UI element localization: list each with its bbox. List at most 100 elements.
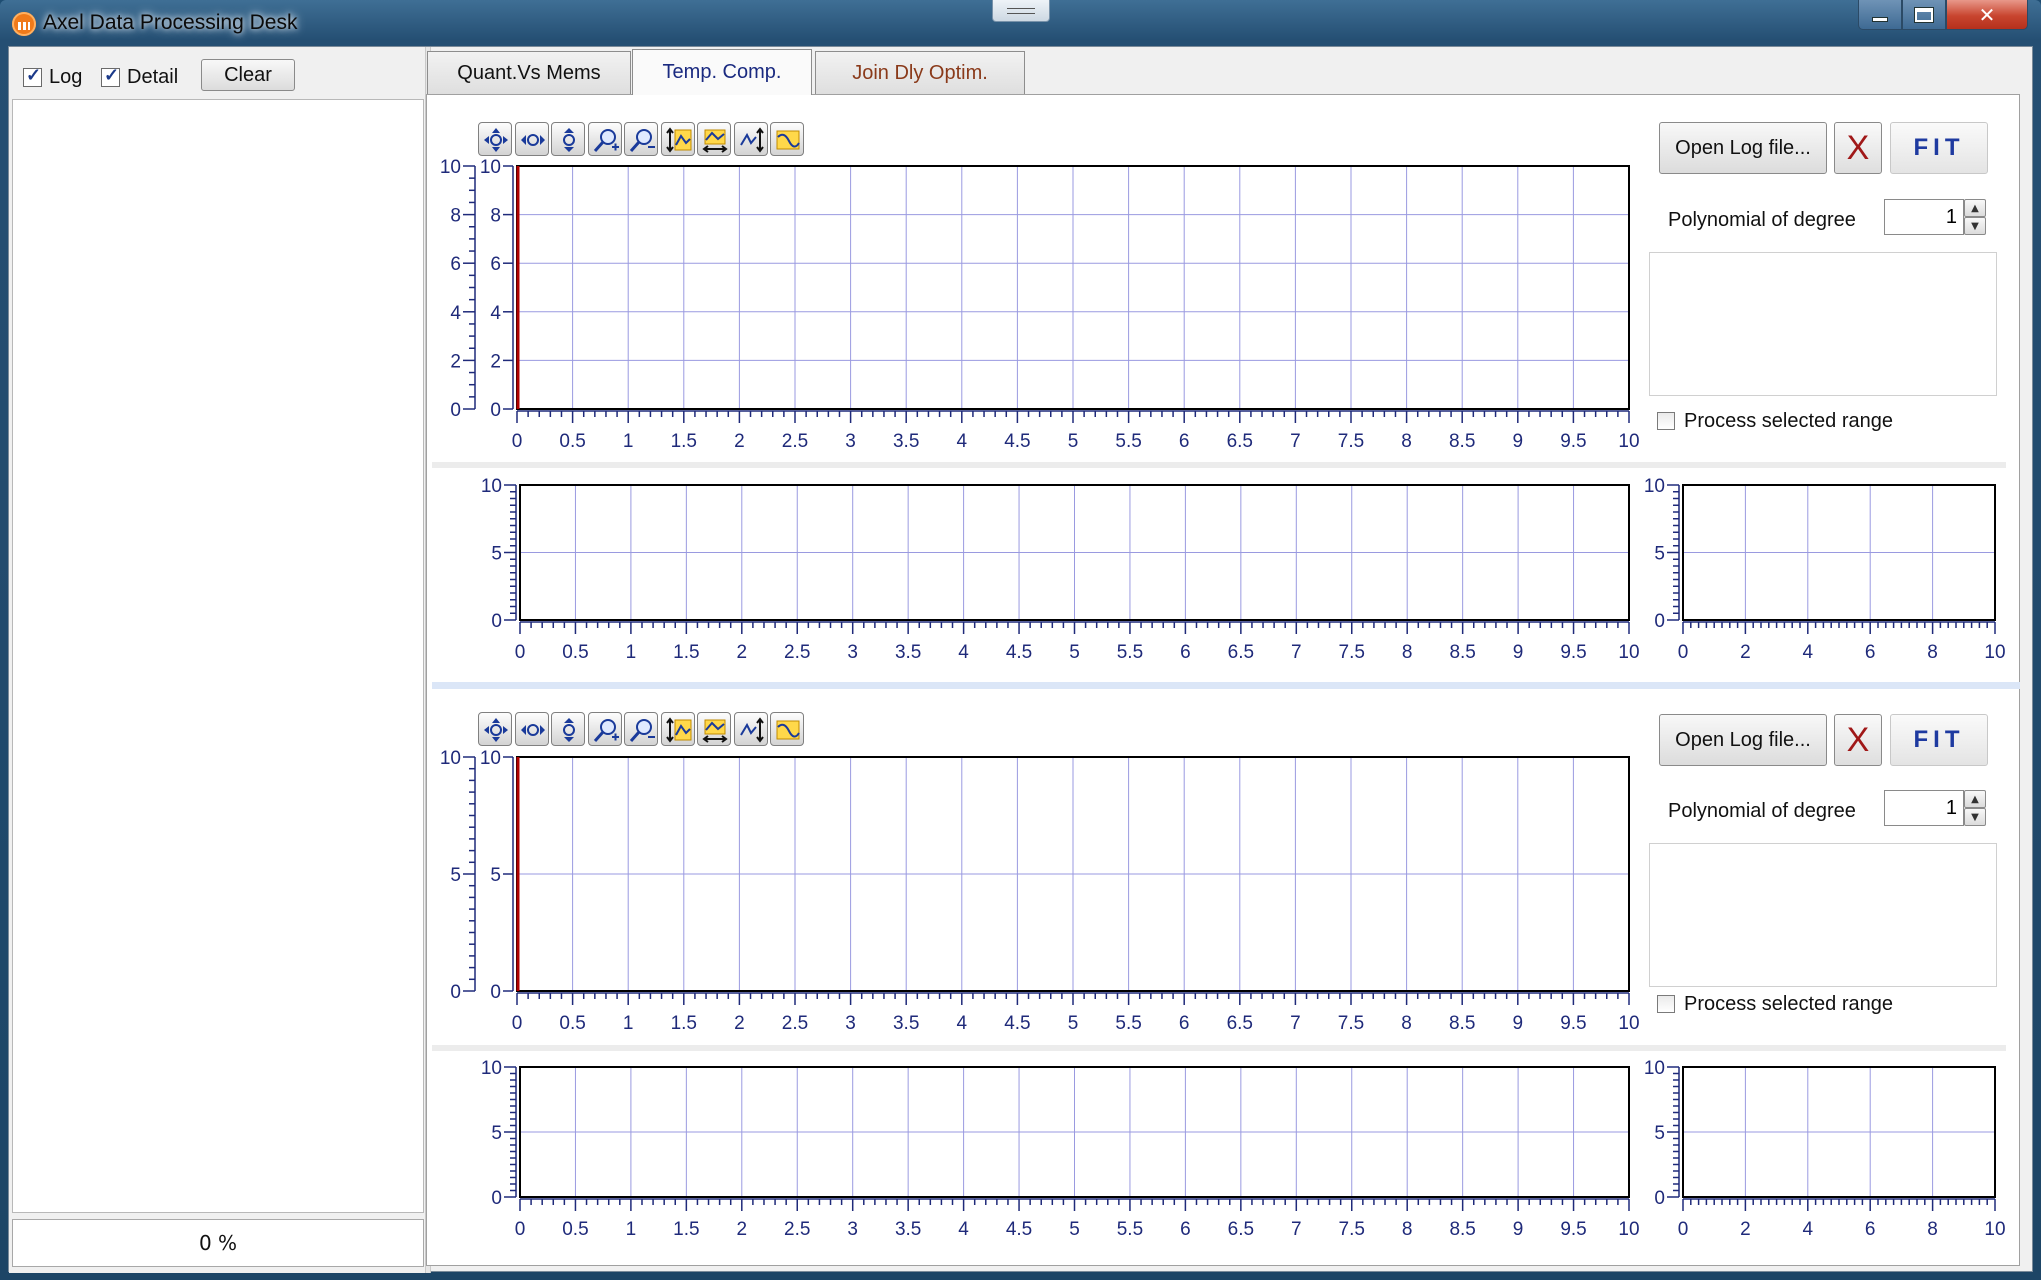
x-tick-label: 9 bbox=[1513, 642, 1524, 663]
clear-button[interactable]: Clear bbox=[201, 59, 295, 91]
tab-quant-vs-mems[interactable]: Quant.Vs Mems bbox=[427, 51, 631, 95]
polynomial-degree-input[interactable]: 1 bbox=[1884, 199, 1964, 235]
y2-tick-label: 0 bbox=[490, 982, 501, 1003]
stepper-up-icon[interactable]: ▲ bbox=[1964, 199, 1986, 217]
section-divider bbox=[432, 462, 2006, 468]
zoom-out-icon[interactable] bbox=[624, 712, 658, 746]
log-checkbox-box[interactable] bbox=[23, 65, 42, 87]
x-tick-label: 5.5 bbox=[1115, 1013, 1141, 1034]
pan-horizontal-icon[interactable] bbox=[514, 712, 549, 746]
fit-results-list[interactable] bbox=[1649, 252, 1997, 396]
title-bar[interactable]: Axel Data Processing Desk ✕ bbox=[0, 0, 2041, 46]
x-tick-label: 6.5 bbox=[1227, 431, 1253, 452]
stepper-down-icon[interactable]: ▼ bbox=[1964, 217, 1986, 235]
x-tick-label: 3.5 bbox=[895, 1219, 921, 1240]
x-tick-label: 5 bbox=[1068, 1013, 1079, 1034]
progress-indicator: 0 % bbox=[12, 1219, 424, 1267]
y2-tick-label: 8 bbox=[490, 206, 501, 227]
y2-tick-label: 5 bbox=[490, 865, 501, 886]
x-tick-label: 1 bbox=[623, 1013, 634, 1034]
x-tick-label: 3 bbox=[845, 431, 856, 452]
fit-all-icon[interactable] bbox=[733, 122, 768, 156]
fit-horizontal-icon[interactable] bbox=[697, 712, 731, 746]
pan-horizontal-icon[interactable] bbox=[514, 122, 549, 156]
y-tick-label: 10 bbox=[1644, 1058, 1665, 1079]
process-selected-range-checkbox[interactable] bbox=[1657, 995, 1675, 1013]
x-tick-label: 9.5 bbox=[1560, 431, 1586, 452]
x-tick-label: 0 bbox=[512, 1013, 523, 1034]
maximize-button[interactable] bbox=[1902, 0, 1946, 30]
y-tick-label: 10 bbox=[1644, 476, 1665, 497]
polynomial-degree-input[interactable]: 1 bbox=[1884, 790, 1964, 826]
fit-vertical-icon[interactable] bbox=[660, 122, 695, 156]
process-selected-range-label: Process selected range bbox=[1684, 410, 1894, 432]
y-tick-label: 5 bbox=[491, 544, 502, 565]
open-log-file-button[interactable]: Open Log file... bbox=[1659, 714, 1827, 766]
pan-icon[interactable] bbox=[478, 122, 512, 156]
x-tick-label: 6 bbox=[1179, 1013, 1190, 1034]
x-tick-label: 9.5 bbox=[1560, 1013, 1586, 1034]
y-tick-label: 0 bbox=[1654, 1188, 1665, 1209]
x-tick-label: 9 bbox=[1513, 1013, 1524, 1034]
detail-checkbox-box[interactable] bbox=[101, 65, 120, 87]
polynomial-degree-stepper[interactable]: ▲ ▼ bbox=[1964, 199, 1986, 235]
y-tick-label: 5 bbox=[491, 1123, 502, 1144]
minimize-icon bbox=[1872, 17, 1888, 22]
y-tick-label: 2 bbox=[450, 351, 461, 372]
select-curve-icon[interactable] bbox=[770, 122, 804, 156]
detail-checkbox[interactable]: Detail bbox=[101, 65, 179, 89]
fit-button[interactable]: FIT bbox=[1890, 714, 1988, 766]
drag-grip-icon[interactable] bbox=[992, 0, 1050, 22]
zoom-in-icon[interactable] bbox=[587, 122, 622, 156]
pan-vertical-icon[interactable] bbox=[551, 712, 585, 746]
x-tick-label: 10 bbox=[1984, 1219, 2005, 1240]
x-tick-label: 5 bbox=[1069, 1219, 1080, 1240]
x-tick-label: 1 bbox=[626, 1219, 637, 1240]
x-tick-label: 4 bbox=[957, 1013, 968, 1034]
select-curve-icon[interactable] bbox=[770, 712, 804, 746]
log-checkbox[interactable]: Log bbox=[23, 65, 82, 89]
close-button[interactable]: ✕ bbox=[1946, 0, 2028, 30]
x-tick-label: 8 bbox=[1402, 1219, 1413, 1240]
process-selected-range-checkbox[interactable] bbox=[1657, 412, 1675, 430]
x-tick-label: 7 bbox=[1291, 642, 1302, 663]
pan-icon[interactable] bbox=[478, 712, 512, 746]
tab-temp-comp[interactable]: Temp. Comp. bbox=[632, 49, 812, 95]
x-tick-label: 0.5 bbox=[562, 1219, 588, 1240]
window-title: Axel Data Processing Desk bbox=[43, 11, 298, 34]
x-tick-label: 6.5 bbox=[1228, 1219, 1254, 1240]
zoom-out-icon[interactable] bbox=[624, 122, 658, 156]
y2-tick-label: 4 bbox=[490, 303, 501, 324]
y-tick-label: 0 bbox=[450, 400, 461, 421]
fit-all-icon[interactable] bbox=[733, 712, 768, 746]
fit-horizontal-icon[interactable] bbox=[697, 122, 731, 156]
x-tick-label: 8 bbox=[1402, 642, 1413, 663]
x-tick-label: 7.5 bbox=[1338, 431, 1364, 452]
x-tick-label: 6 bbox=[1865, 642, 1876, 663]
fit-results-list[interactable] bbox=[1649, 843, 1997, 987]
clear-x-button[interactable]: X bbox=[1834, 122, 1882, 174]
fit-button[interactable]: FIT bbox=[1890, 122, 1988, 174]
zoom-in-icon[interactable] bbox=[587, 712, 622, 746]
y-tick-label: 10 bbox=[440, 157, 461, 178]
polynomial-degree-stepper[interactable]: ▲ ▼ bbox=[1964, 790, 1986, 826]
x-tick-label: 10 bbox=[1618, 431, 1639, 452]
tab-join-dly-optim[interactable]: Join Dly Optim. bbox=[815, 51, 1025, 95]
clear-x-button[interactable]: X bbox=[1834, 714, 1882, 766]
section-splitter[interactable] bbox=[432, 682, 2020, 689]
x-tick-label: 2.5 bbox=[784, 642, 810, 663]
stepper-down-icon[interactable]: ▼ bbox=[1964, 808, 1986, 826]
minimize-button[interactable] bbox=[1858, 0, 1902, 30]
log-output-area[interactable] bbox=[12, 99, 424, 1213]
stepper-up-icon[interactable]: ▲ bbox=[1964, 790, 1986, 808]
x-tick-label: 1 bbox=[626, 642, 637, 663]
y2-tick-label: 0 bbox=[490, 400, 501, 421]
fit-vertical-icon[interactable] bbox=[660, 712, 695, 746]
x-tick-label: 4.5 bbox=[1004, 431, 1030, 452]
detail-checkbox-label: Detail bbox=[127, 66, 179, 88]
section-divider bbox=[432, 1045, 2006, 1051]
x-tick-label: 10 bbox=[1618, 1219, 1639, 1240]
pan-vertical-icon[interactable] bbox=[551, 122, 585, 156]
x-tick-label: 1.5 bbox=[671, 431, 697, 452]
open-log-file-button[interactable]: Open Log file... bbox=[1659, 122, 1827, 174]
